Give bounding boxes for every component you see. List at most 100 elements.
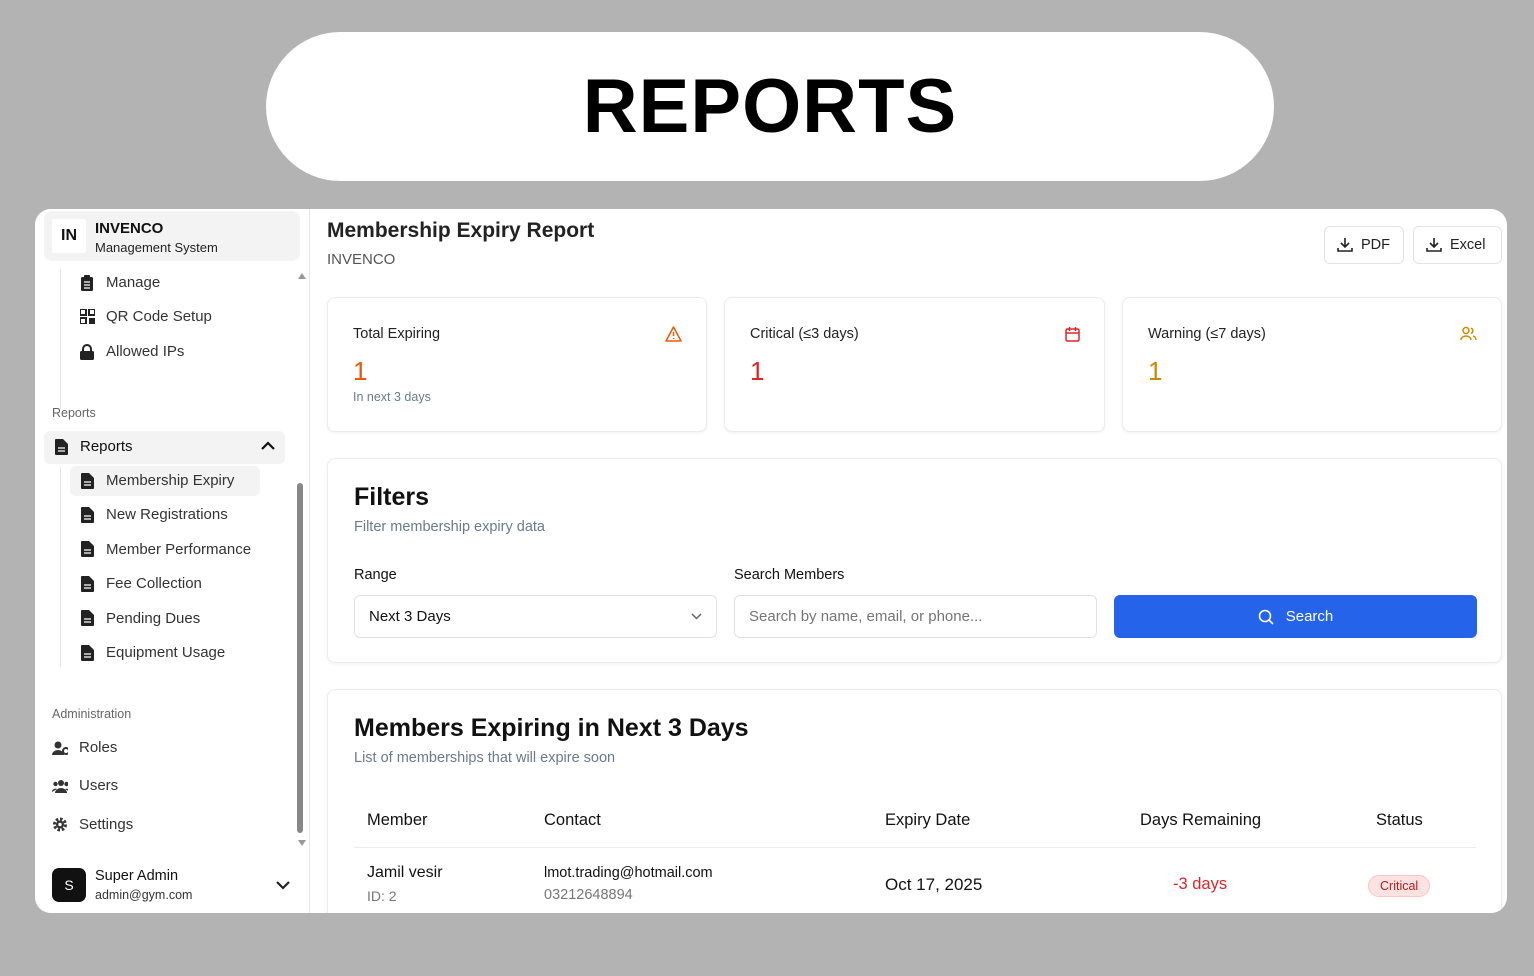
column-header-expiry-date[interactable]: Expiry Date [885, 811, 971, 829]
brand[interactable]: IN INVENCO Management System [44, 211, 300, 261]
sidebar-item-users[interactable]: Users [52, 777, 118, 794]
search-input[interactable] [734, 595, 1097, 638]
page-title: Membership Expiry Report [327, 219, 595, 242]
page-subtitle: INVENCO [327, 251, 396, 268]
days-remaining: -3 days [1173, 875, 1228, 893]
file-icon [79, 506, 95, 523]
filters-subtitle: Filter membership expiry data [354, 519, 545, 535]
sidebar-group-reports[interactable]: Reports [44, 431, 285, 464]
stat-label: Total Expiring [353, 326, 441, 342]
stat-subtext: In next 3 days [353, 390, 431, 404]
stat-label: Warning (≤7 days) [1148, 326, 1266, 342]
table-subtitle: List of memberships that will expire soo… [354, 750, 616, 766]
active-item-highlight [70, 466, 260, 496]
sidebar-item-new-registrations[interactable]: New Registrations [79, 506, 228, 523]
sidebar-scrollbar[interactable] [297, 483, 303, 833]
search-button[interactable]: Search [1114, 595, 1477, 638]
sidebar-item-pending-dues[interactable]: Pending Dues [79, 610, 200, 627]
sidebar-item-fee-collection[interactable]: Fee Collection [79, 575, 202, 592]
stat-card-warning: Warning (≤7 days) 1 [1122, 297, 1502, 432]
pdf-label: PDF [1361, 237, 1390, 253]
stat-value: 1 [353, 356, 368, 386]
sidebar-item-label: Equipment Usage [106, 644, 226, 661]
chevron-down-icon [691, 613, 702, 620]
download-icon [1337, 238, 1353, 252]
export-pdf-button[interactable]: PDF [1324, 226, 1404, 264]
search-members-label: Search Members [734, 567, 845, 583]
user-email: admin@gym.com [95, 888, 193, 902]
export-excel-button[interactable]: Excel [1413, 226, 1502, 264]
chevron-up-icon[interactable] [261, 441, 275, 450]
column-header-member[interactable]: Member [367, 811, 428, 829]
sidebar-item-label: Manage [106, 274, 161, 291]
sidebar-item-roles[interactable]: Roles [52, 739, 117, 756]
member-phone: 03212648894 [544, 887, 633, 903]
sidebar-item-label: New Registrations [106, 506, 228, 524]
banner-title: REPORTS [582, 64, 958, 149]
sidebar-item-equipment-usage[interactable]: Equipment Usage [79, 644, 225, 661]
scroll-up-arrow[interactable] [298, 273, 306, 279]
table-title: Members Expiring in Next 3 Days [354, 714, 749, 742]
search-icon [1258, 609, 1274, 625]
stat-card-total-expiring: Total Expiring 1 In next 3 days [327, 297, 707, 432]
section-label-reports: Reports [52, 406, 96, 420]
brand-logo: IN [52, 219, 86, 253]
sidebar-item-membership-expiry[interactable]: Membership Expiry [79, 472, 234, 489]
lock-icon [79, 343, 95, 360]
file-icon [79, 575, 95, 592]
column-header-status[interactable]: Status [1376, 811, 1423, 829]
sidebar-group-label: Reports [80, 438, 133, 455]
sidebar: IN INVENCO Management System Manage QR C… [35, 209, 310, 913]
avatar: S [52, 868, 86, 902]
sidebar-item-label: Users [79, 777, 119, 794]
file-icon [79, 644, 95, 661]
clipboard-icon [79, 274, 95, 291]
sidebar-item-allowed-ips[interactable]: Allowed IPs [79, 343, 184, 360]
gear-icon [52, 817, 68, 833]
file-icon [79, 472, 95, 489]
stat-label: Critical (≤3 days) [750, 326, 859, 342]
brand-subtitle: Management System [95, 240, 218, 255]
member-id: ID: 2 [367, 888, 397, 904]
user-menu[interactable]: S Super Admin admin@gym.com [35, 854, 310, 913]
expiry-date: Oct 17, 2025 [885, 875, 983, 894]
file-icon [53, 438, 69, 455]
banner: REPORTS [266, 32, 1274, 181]
brand-name: INVENCO [95, 220, 164, 237]
stat-value: 1 [1148, 356, 1163, 386]
scroll-down-arrow[interactable] [298, 840, 306, 846]
user-cog-icon [52, 740, 68, 756]
members-table-card: Members Expiring in Next 3 Days List of … [327, 689, 1502, 913]
sidebar-item-qr-code-setup[interactable]: QR Code Setup [79, 308, 212, 325]
member-email: lmot.trading@hotmail.com [544, 865, 713, 881]
sidebar-item-label: Settings [79, 816, 134, 833]
sidebar-item-label: Member Performance [106, 540, 252, 558]
member-name: Jamil vesir [367, 864, 443, 881]
sidebar-item-member-performance[interactable]: Member Performance [79, 541, 251, 558]
filters-card: Filters Filter membership expiry data Ra… [327, 458, 1502, 663]
range-label: Range [354, 567, 397, 583]
sidebar-item-label: QR Code Setup [106, 308, 212, 325]
app-window: IN INVENCO Management System Manage QR C… [35, 209, 1507, 913]
download-icon [1426, 238, 1442, 252]
stat-card-critical: Critical (≤3 days) 1 [724, 297, 1105, 432]
search-button-label: Search [1285, 608, 1334, 625]
main-content: Membership Expiry Report INVENCO PDF Exc… [327, 209, 1507, 913]
range-value: Next 3 Days [369, 608, 451, 625]
users-icon [1460, 326, 1477, 341]
file-icon [79, 541, 95, 558]
alert-triangle-icon [665, 326, 682, 342]
sidebar-item-label: Pending Dues [106, 609, 201, 627]
filters-title: Filters [354, 483, 430, 511]
column-header-contact[interactable]: Contact [544, 811, 601, 829]
column-header-days-remaining[interactable]: Days Remaining [1140, 811, 1262, 829]
section-label-administration: Administration [52, 707, 132, 721]
sidebar-item-label: Fee Collection [106, 575, 202, 593]
status-badge: Critical [1368, 875, 1431, 897]
excel-label: Excel [1450, 237, 1486, 253]
sidebar-item-settings[interactable]: Settings [52, 816, 133, 833]
qr-code-icon [79, 309, 95, 325]
sidebar-item-manage[interactable]: Manage [79, 274, 160, 291]
range-select[interactable]: Next 3 Days [354, 595, 717, 638]
sidebar-item-label: Roles [79, 739, 118, 756]
